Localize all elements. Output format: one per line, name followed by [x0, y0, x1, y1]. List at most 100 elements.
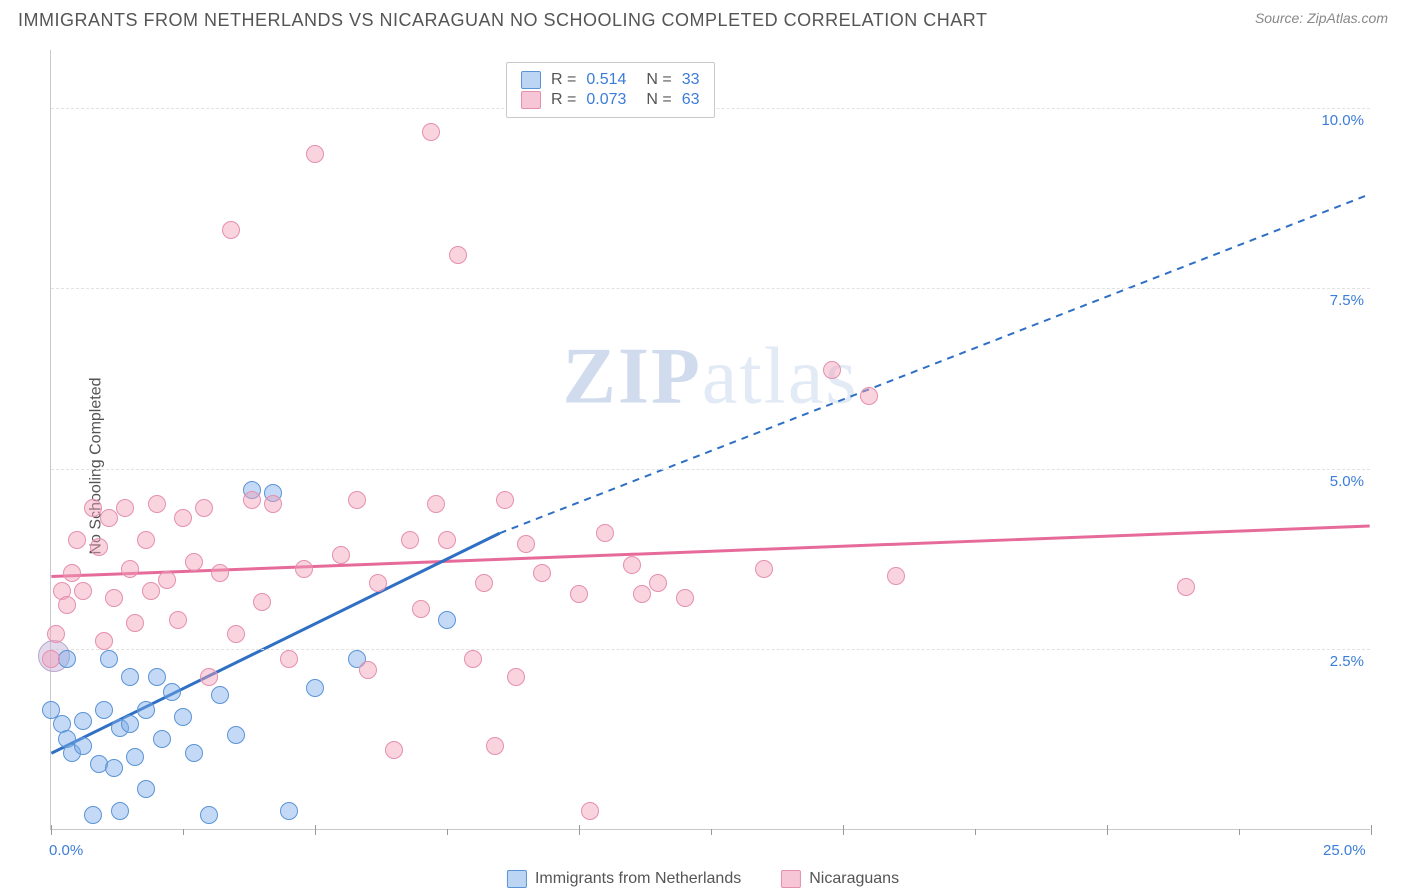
scatter-point-nicaraguan: [649, 574, 667, 592]
x-minor-tick: [975, 829, 976, 835]
scatter-point-nicaraguan: [105, 589, 123, 607]
legend-swatch: [507, 870, 527, 888]
scatter-point-nicaraguan: [63, 564, 81, 582]
x-tick-label: 0.0%: [49, 842, 83, 859]
legend-swatch: [781, 870, 801, 888]
legend-swatch: [521, 91, 541, 109]
scatter-point-netherlands: [126, 748, 144, 766]
scatter-point-nicaraguan: [121, 560, 139, 578]
source-label: Source:: [1255, 10, 1307, 26]
scatter-point-nicaraguan: [158, 571, 176, 589]
scatter-point-nicaraguan: [90, 538, 108, 556]
x-minor-tick: [447, 829, 448, 835]
correlation-legend-row: R = 0.514 N = 33: [521, 71, 700, 89]
x-minor-tick: [183, 829, 184, 835]
scatter-point-nicaraguan: [623, 556, 641, 574]
scatter-point-nicaraguan: [264, 495, 282, 513]
watermark-zip: ZIP: [563, 333, 702, 421]
scatter-point-netherlands: [280, 802, 298, 820]
scatter-point-nicaraguan: [823, 361, 841, 379]
scatter-point-nicaraguan: [860, 387, 878, 405]
trend-line: [500, 194, 1370, 533]
scatter-point-netherlands: [74, 737, 92, 755]
scatter-point-nicaraguan: [887, 567, 905, 585]
scatter-point-netherlands: [211, 686, 229, 704]
scatter-point-netherlands: [121, 715, 139, 733]
scatter-point-nicaraguan: [755, 560, 773, 578]
scatter-point-nicaraguan: [142, 582, 160, 600]
scatter-point-netherlands: [148, 668, 166, 686]
x-tick: [1371, 825, 1372, 835]
scatter-point-nicaraguan: [438, 531, 456, 549]
scatter-point-nicaraguan: [464, 650, 482, 668]
scatter-point-netherlands: [84, 806, 102, 824]
y-tick-label: 2.5%: [1330, 653, 1364, 670]
scatter-point-nicaraguan: [137, 531, 155, 549]
scatter-point-nicaraguan: [211, 564, 229, 582]
y-tick-label: 10.0%: [1321, 112, 1364, 129]
scatter-point-nicaraguan: [422, 123, 440, 141]
scatter-point-nicaraguan: [306, 145, 324, 163]
x-tick: [1107, 825, 1108, 835]
scatter-point-nicaraguan: [243, 491, 261, 509]
scatter-point-netherlands: [438, 611, 456, 629]
scatter-point-nicaraguan: [95, 632, 113, 650]
x-tick: [51, 825, 52, 835]
scatter-point-nicaraguan: [58, 596, 76, 614]
scatter-point-nicaraguan: [412, 600, 430, 618]
plot-region: ZIPatlas 2.5%5.0%7.5%10.0%0.0%25.0%R =0.…: [50, 50, 1370, 830]
scatter-point-netherlands: [74, 712, 92, 730]
scatter-point-nicaraguan: [47, 625, 65, 643]
scatter-point-nicaraguan: [116, 499, 134, 517]
scatter-point-nicaraguan: [533, 564, 551, 582]
scatter-point-nicaraguan: [68, 531, 86, 549]
scatter-point-nicaraguan: [369, 574, 387, 592]
scatter-point-nicaraguan: [253, 593, 271, 611]
n-value: 33: [682, 71, 700, 89]
n-label: N =: [646, 71, 671, 89]
scatter-point-netherlands: [227, 726, 245, 744]
scatter-point-nicaraguan: [348, 491, 366, 509]
scatter-point-nicaraguan: [222, 221, 240, 239]
gridline-h: [51, 649, 1370, 650]
r-label: R =: [551, 71, 576, 89]
trend-line: [51, 526, 1369, 576]
scatter-point-nicaraguan: [517, 535, 535, 553]
scatter-point-nicaraguan: [507, 668, 525, 686]
r-value: 0.073: [586, 91, 626, 109]
scatter-point-nicaraguan: [449, 246, 467, 264]
scatter-point-nicaraguan: [596, 524, 614, 542]
scatter-point-netherlands: [306, 679, 324, 697]
chart-title: IMMIGRANTS FROM NETHERLANDS VS NICARAGUA…: [18, 10, 987, 31]
scatter-point-nicaraguan: [227, 625, 245, 643]
scatter-point-nicaraguan: [100, 509, 118, 527]
legend-label: Nicaraguans: [809, 870, 899, 888]
scatter-point-nicaraguan: [570, 585, 588, 603]
x-tick: [579, 825, 580, 835]
scatter-point-nicaraguan: [74, 582, 92, 600]
scatter-point-nicaraguan: [385, 741, 403, 759]
scatter-point-nicaraguan: [359, 661, 377, 679]
n-label: N =: [646, 91, 671, 109]
scatter-point-nicaraguan: [148, 495, 166, 513]
x-tick: [315, 825, 316, 835]
scatter-point-netherlands: [95, 701, 113, 719]
scatter-point-nicaraguan: [200, 668, 218, 686]
scatter-point-nicaraguan: [486, 737, 504, 755]
r-value: 0.514: [586, 71, 626, 89]
scatter-point-netherlands: [121, 668, 139, 686]
legend-item: Immigrants from Netherlands: [507, 870, 741, 888]
scatter-point-nicaraguan: [1177, 578, 1195, 596]
x-tick-label: 25.0%: [1323, 842, 1366, 859]
r-label: R =: [551, 91, 576, 109]
gridline-h: [51, 469, 1370, 470]
scatter-point-nicaraguan: [185, 553, 203, 571]
scatter-point-nicaraguan: [295, 560, 313, 578]
scatter-point-nicaraguan: [427, 495, 445, 513]
scatter-point-netherlands: [153, 730, 171, 748]
title-bar: IMMIGRANTS FROM NETHERLANDS VS NICARAGUA…: [0, 0, 1406, 37]
scatter-point-netherlands: [137, 780, 155, 798]
scatter-point-nicaraguan: [676, 589, 694, 607]
source-name: ZipAtlas.com: [1307, 10, 1388, 26]
scatter-point-netherlands: [174, 708, 192, 726]
